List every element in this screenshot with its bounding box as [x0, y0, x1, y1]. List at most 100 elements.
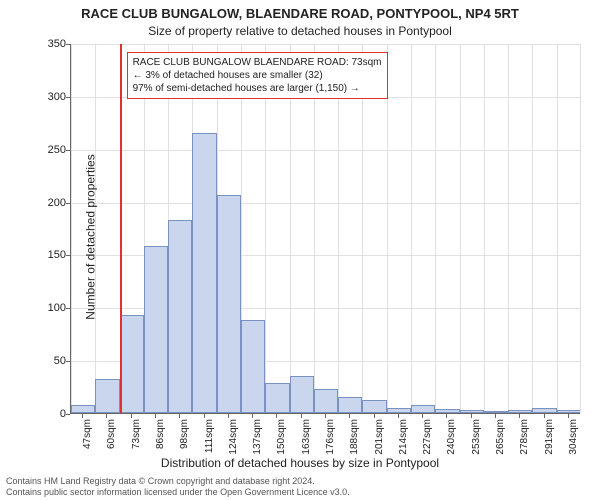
gridline-v	[484, 44, 485, 413]
y-axis-label: Number of detached properties	[84, 154, 98, 319]
x-tick-mark	[106, 414, 107, 418]
x-tick-label: 176sqm	[325, 419, 336, 469]
footer-line-1: Contains HM Land Registry data © Crown c…	[6, 476, 350, 487]
x-tick-label: 163sqm	[301, 419, 312, 469]
histogram-bar	[265, 383, 289, 413]
x-tick-mark	[276, 414, 277, 418]
gridline-v	[532, 44, 533, 413]
gridline-v	[508, 44, 509, 413]
gridline-v	[580, 44, 581, 413]
y-tick-mark	[66, 203, 70, 204]
annotation-line-2: ← 3% of detached houses are smaller (32)	[133, 69, 382, 82]
y-tick-mark	[66, 150, 70, 151]
gridline-v	[387, 44, 388, 413]
histogram-bar	[508, 410, 532, 413]
x-tick-mark	[544, 414, 545, 418]
x-tick-mark	[325, 414, 326, 418]
x-tick-label: 253sqm	[471, 419, 482, 469]
footer-line-2: Contains public sector information licen…	[6, 487, 350, 498]
x-tick-mark	[301, 414, 302, 418]
gridline-v	[314, 44, 315, 413]
x-tick-mark	[446, 414, 447, 418]
histogram-bar	[144, 246, 168, 413]
annotation-line-3: 97% of semi-detached houses are larger (…	[133, 82, 382, 95]
x-tick-mark	[204, 414, 205, 418]
gridline-v	[265, 44, 266, 413]
x-tick-mark	[422, 414, 423, 418]
histogram-bar	[168, 220, 192, 413]
x-tick-mark	[495, 414, 496, 418]
x-tick-label: 201sqm	[374, 419, 385, 469]
y-tick-mark	[66, 361, 70, 362]
gridline-v	[338, 44, 339, 413]
chart-container: RACE CLUB BUNGALOW, BLAENDARE ROAD, PONT…	[0, 0, 600, 500]
x-tick-mark	[471, 414, 472, 418]
marker-line	[120, 44, 122, 413]
histogram-bar	[460, 410, 484, 413]
x-tick-label: 240sqm	[446, 419, 457, 469]
x-tick-label: 47sqm	[82, 419, 93, 469]
gridline-v	[435, 44, 436, 413]
histogram-bar	[192, 133, 216, 413]
y-tick-label: 250	[36, 144, 66, 156]
gridline-v	[290, 44, 291, 413]
y-tick-label: 0	[36, 408, 66, 420]
histogram-bar	[411, 405, 435, 413]
x-tick-label: 98sqm	[179, 419, 190, 469]
histogram-bar	[557, 410, 581, 413]
x-tick-mark	[519, 414, 520, 418]
histogram-bar	[120, 315, 144, 413]
x-tick-label: 304sqm	[568, 419, 579, 469]
y-tick-mark	[66, 308, 70, 309]
histogram-bar	[217, 195, 241, 413]
x-tick-mark	[568, 414, 569, 418]
x-tick-label: 214sqm	[398, 419, 409, 469]
gridline-h	[71, 150, 580, 151]
histogram-bar	[532, 408, 556, 413]
y-tick-mark	[66, 414, 70, 415]
x-tick-label: 291sqm	[544, 419, 555, 469]
y-tick-label: 100	[36, 302, 66, 314]
x-tick-mark	[228, 414, 229, 418]
x-tick-mark	[349, 414, 350, 418]
x-tick-mark	[155, 414, 156, 418]
histogram-bar	[241, 320, 265, 413]
histogram-bar	[362, 400, 386, 413]
gridline-v	[362, 44, 363, 413]
chart-title: RACE CLUB BUNGALOW, BLAENDARE ROAD, PONT…	[0, 6, 600, 21]
histogram-bar	[95, 379, 119, 413]
annotation-line-1: RACE CLUB BUNGALOW BLAENDARE ROAD: 73sqm	[133, 56, 382, 69]
x-tick-mark	[252, 414, 253, 418]
y-tick-label: 150	[36, 249, 66, 261]
histogram-bar	[484, 411, 508, 413]
gridline-v	[460, 44, 461, 413]
chart-subtitle: Size of property relative to detached ho…	[0, 24, 600, 38]
x-tick-label: 137sqm	[252, 419, 263, 469]
x-tick-label: 86sqm	[155, 419, 166, 469]
marker-annotation-box: RACE CLUB BUNGALOW BLAENDARE ROAD: 73sqm…	[127, 52, 388, 99]
x-tick-label: 265sqm	[495, 419, 506, 469]
x-tick-label: 227sqm	[422, 419, 433, 469]
histogram-bar	[290, 376, 314, 413]
y-tick-label: 300	[36, 91, 66, 103]
x-tick-label: 73sqm	[131, 419, 142, 469]
histogram-bar	[71, 405, 95, 413]
x-tick-mark	[179, 414, 180, 418]
plot-area	[70, 44, 580, 414]
y-tick-mark	[66, 255, 70, 256]
x-tick-label: 188sqm	[349, 419, 360, 469]
x-tick-label: 60sqm	[106, 419, 117, 469]
attribution-footer: Contains HM Land Registry data © Crown c…	[6, 476, 350, 498]
histogram-bar	[314, 389, 338, 413]
y-tick-mark	[66, 97, 70, 98]
x-tick-label: 150sqm	[276, 419, 287, 469]
gridline-v	[71, 44, 72, 413]
x-tick-label: 111sqm	[204, 419, 215, 469]
histogram-bar	[435, 409, 459, 413]
y-tick-label: 350	[36, 38, 66, 50]
gridline-h	[71, 203, 580, 204]
gridline-v	[557, 44, 558, 413]
x-tick-mark	[398, 414, 399, 418]
x-tick-label: 278sqm	[519, 419, 530, 469]
x-tick-mark	[374, 414, 375, 418]
